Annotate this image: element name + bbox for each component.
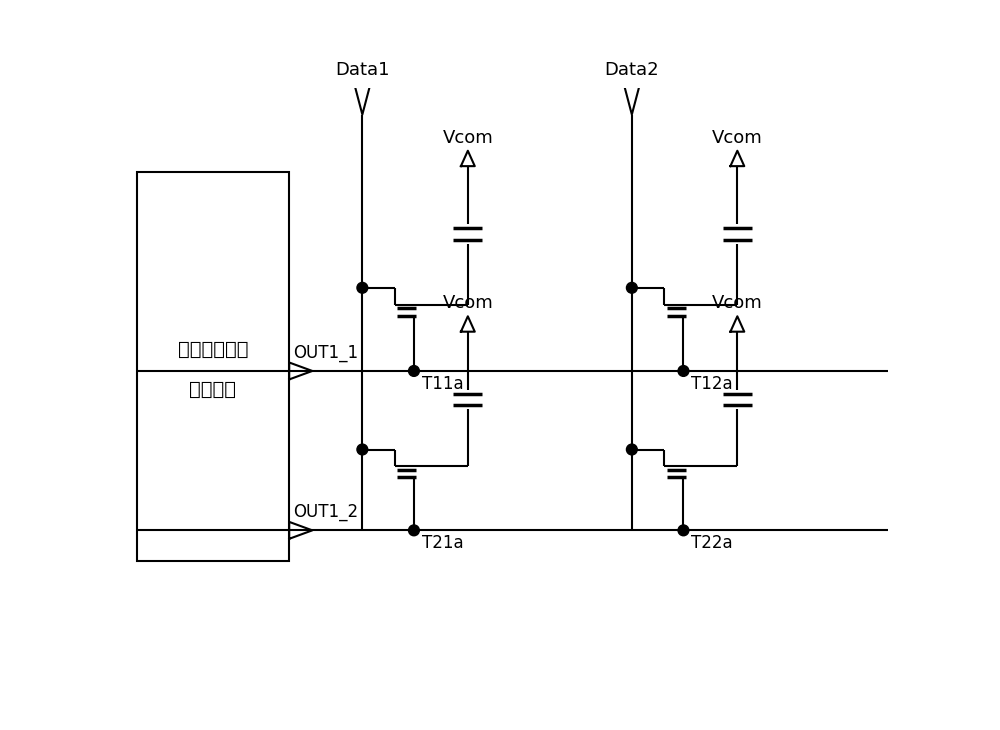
Text: T12a: T12a [691, 374, 733, 393]
Text: 阵列基板栊极: 阵列基板栊极 [178, 340, 248, 359]
Text: Vcom: Vcom [712, 294, 763, 312]
Circle shape [357, 283, 368, 293]
Text: T11a: T11a [422, 374, 463, 393]
Bar [137, 172, 289, 561]
Circle shape [357, 444, 368, 455]
Text: Data1: Data1 [335, 61, 390, 79]
Circle shape [409, 366, 419, 377]
Circle shape [409, 525, 419, 536]
Text: Vcom: Vcom [442, 294, 493, 312]
Text: OUT1_1: OUT1_1 [293, 344, 358, 362]
Text: Vcom: Vcom [712, 129, 763, 147]
Circle shape [626, 283, 637, 293]
Text: T22a: T22a [691, 534, 733, 552]
Circle shape [678, 525, 689, 536]
Text: T21a: T21a [422, 534, 463, 552]
Text: 驱动电路: 驱动电路 [189, 380, 236, 399]
Text: Data2: Data2 [605, 61, 659, 79]
Text: OUT1_2: OUT1_2 [293, 503, 358, 521]
Text: Vcom: Vcom [442, 129, 493, 147]
Circle shape [678, 366, 689, 377]
Circle shape [626, 444, 637, 455]
